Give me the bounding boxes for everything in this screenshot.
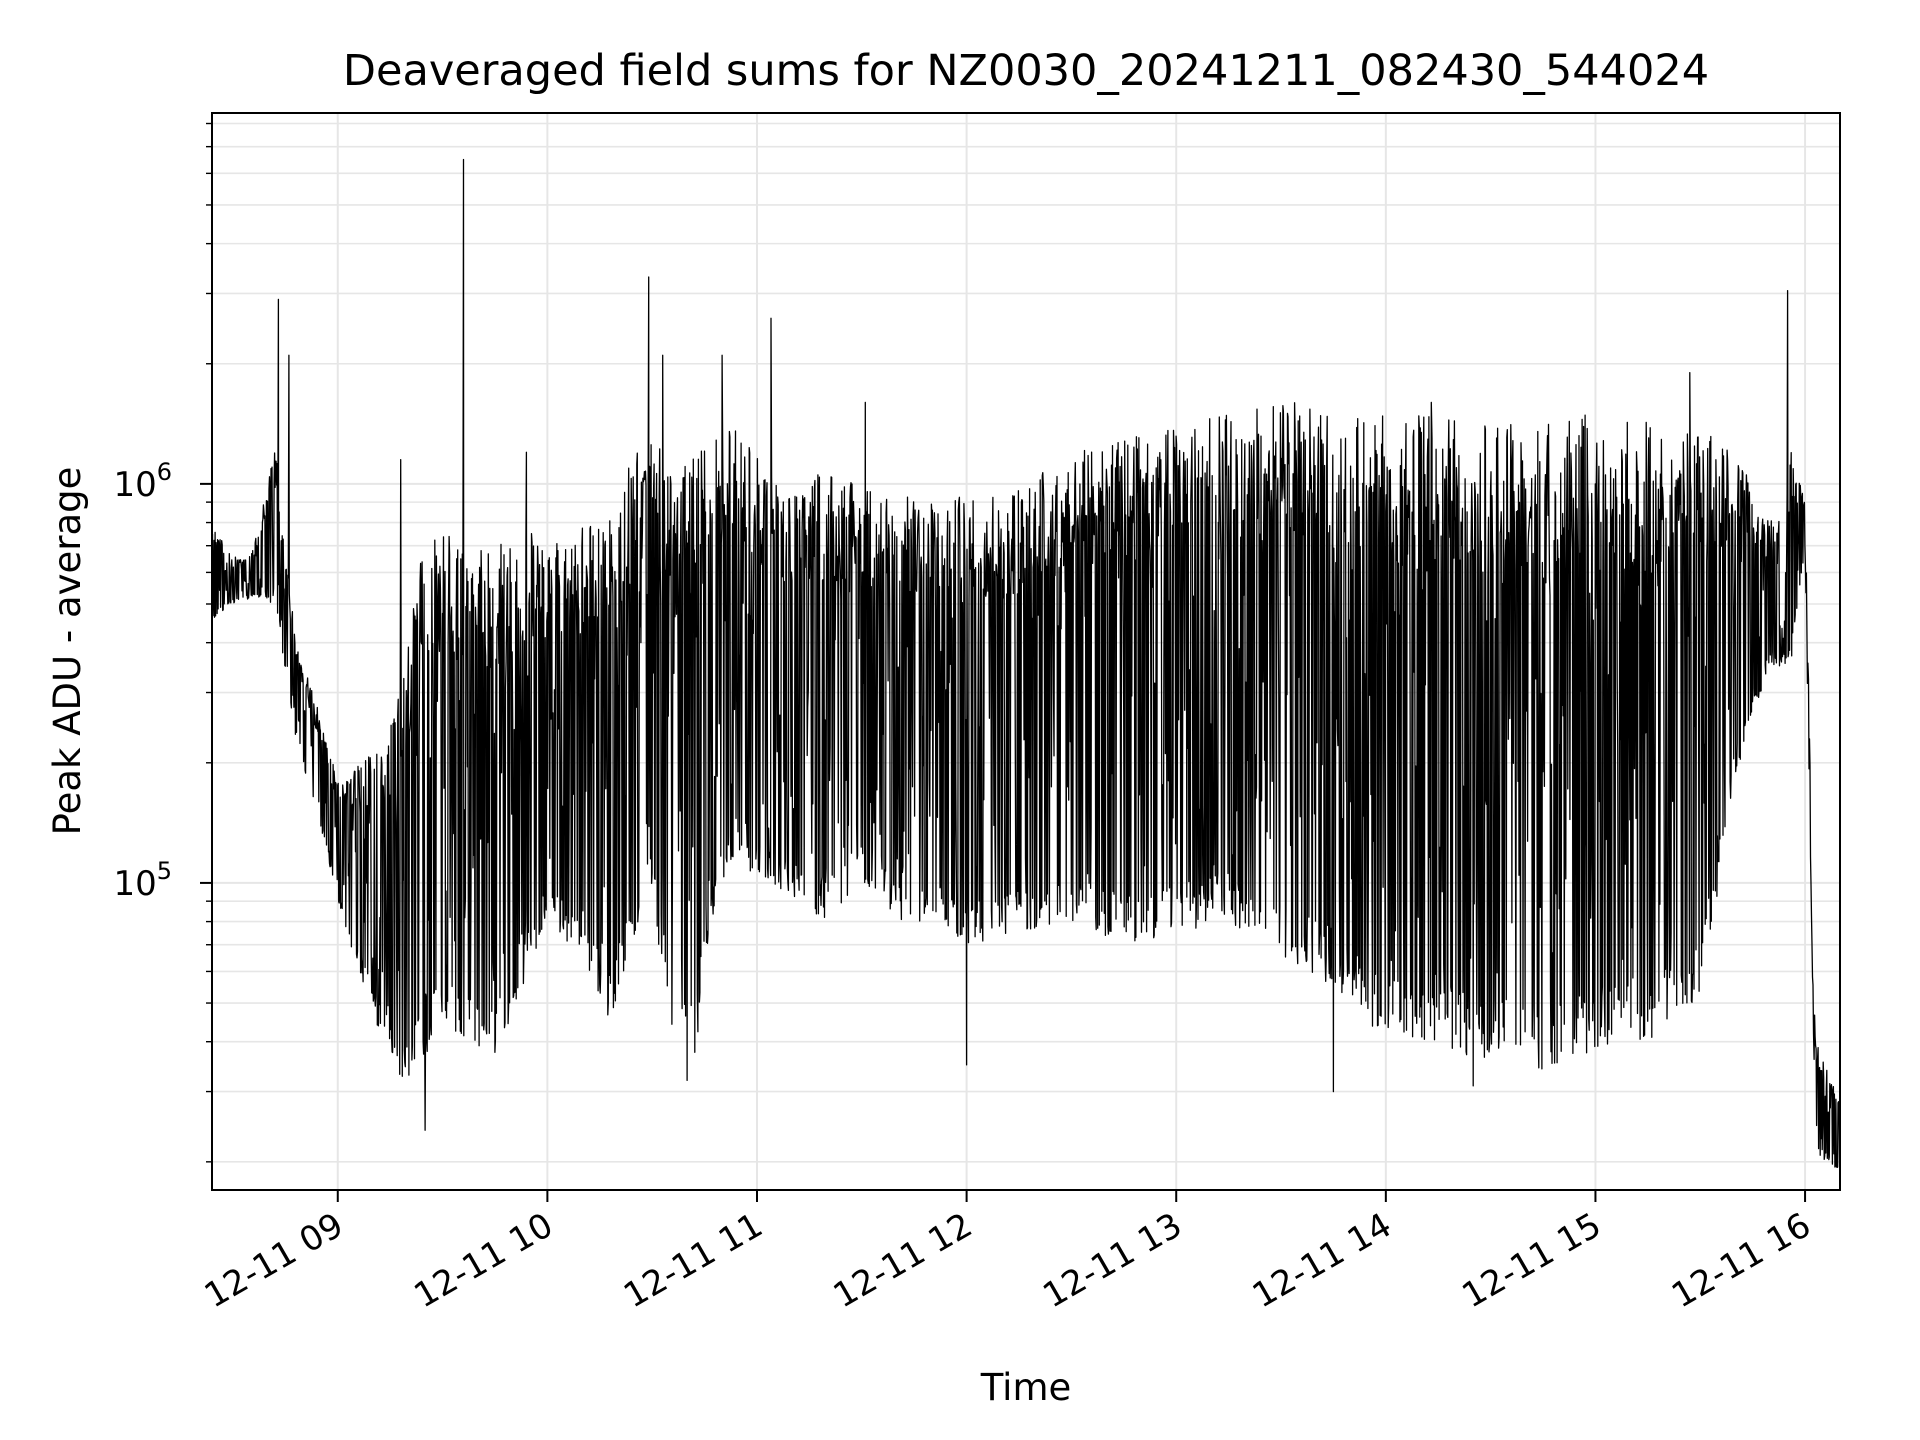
- y-axis-label: Peak ADU - average: [46, 467, 89, 836]
- y-tick-base: 10: [113, 465, 156, 505]
- y-tick-base: 10: [113, 864, 156, 904]
- x-axis-label: Time: [980, 1366, 1072, 1409]
- series-line: [211, 158, 1841, 1168]
- y-tick-exponent: 6: [157, 458, 172, 486]
- y-tick-label: 105: [113, 857, 172, 904]
- y-tick-exponent: 5: [157, 857, 172, 885]
- plot-frame: [211, 112, 1841, 1191]
- chart-title: Deaveraged field sums for NZ0030_2024121…: [343, 46, 1709, 96]
- series-layer: [211, 158, 1841, 1168]
- y-tick-label: 106: [113, 458, 172, 505]
